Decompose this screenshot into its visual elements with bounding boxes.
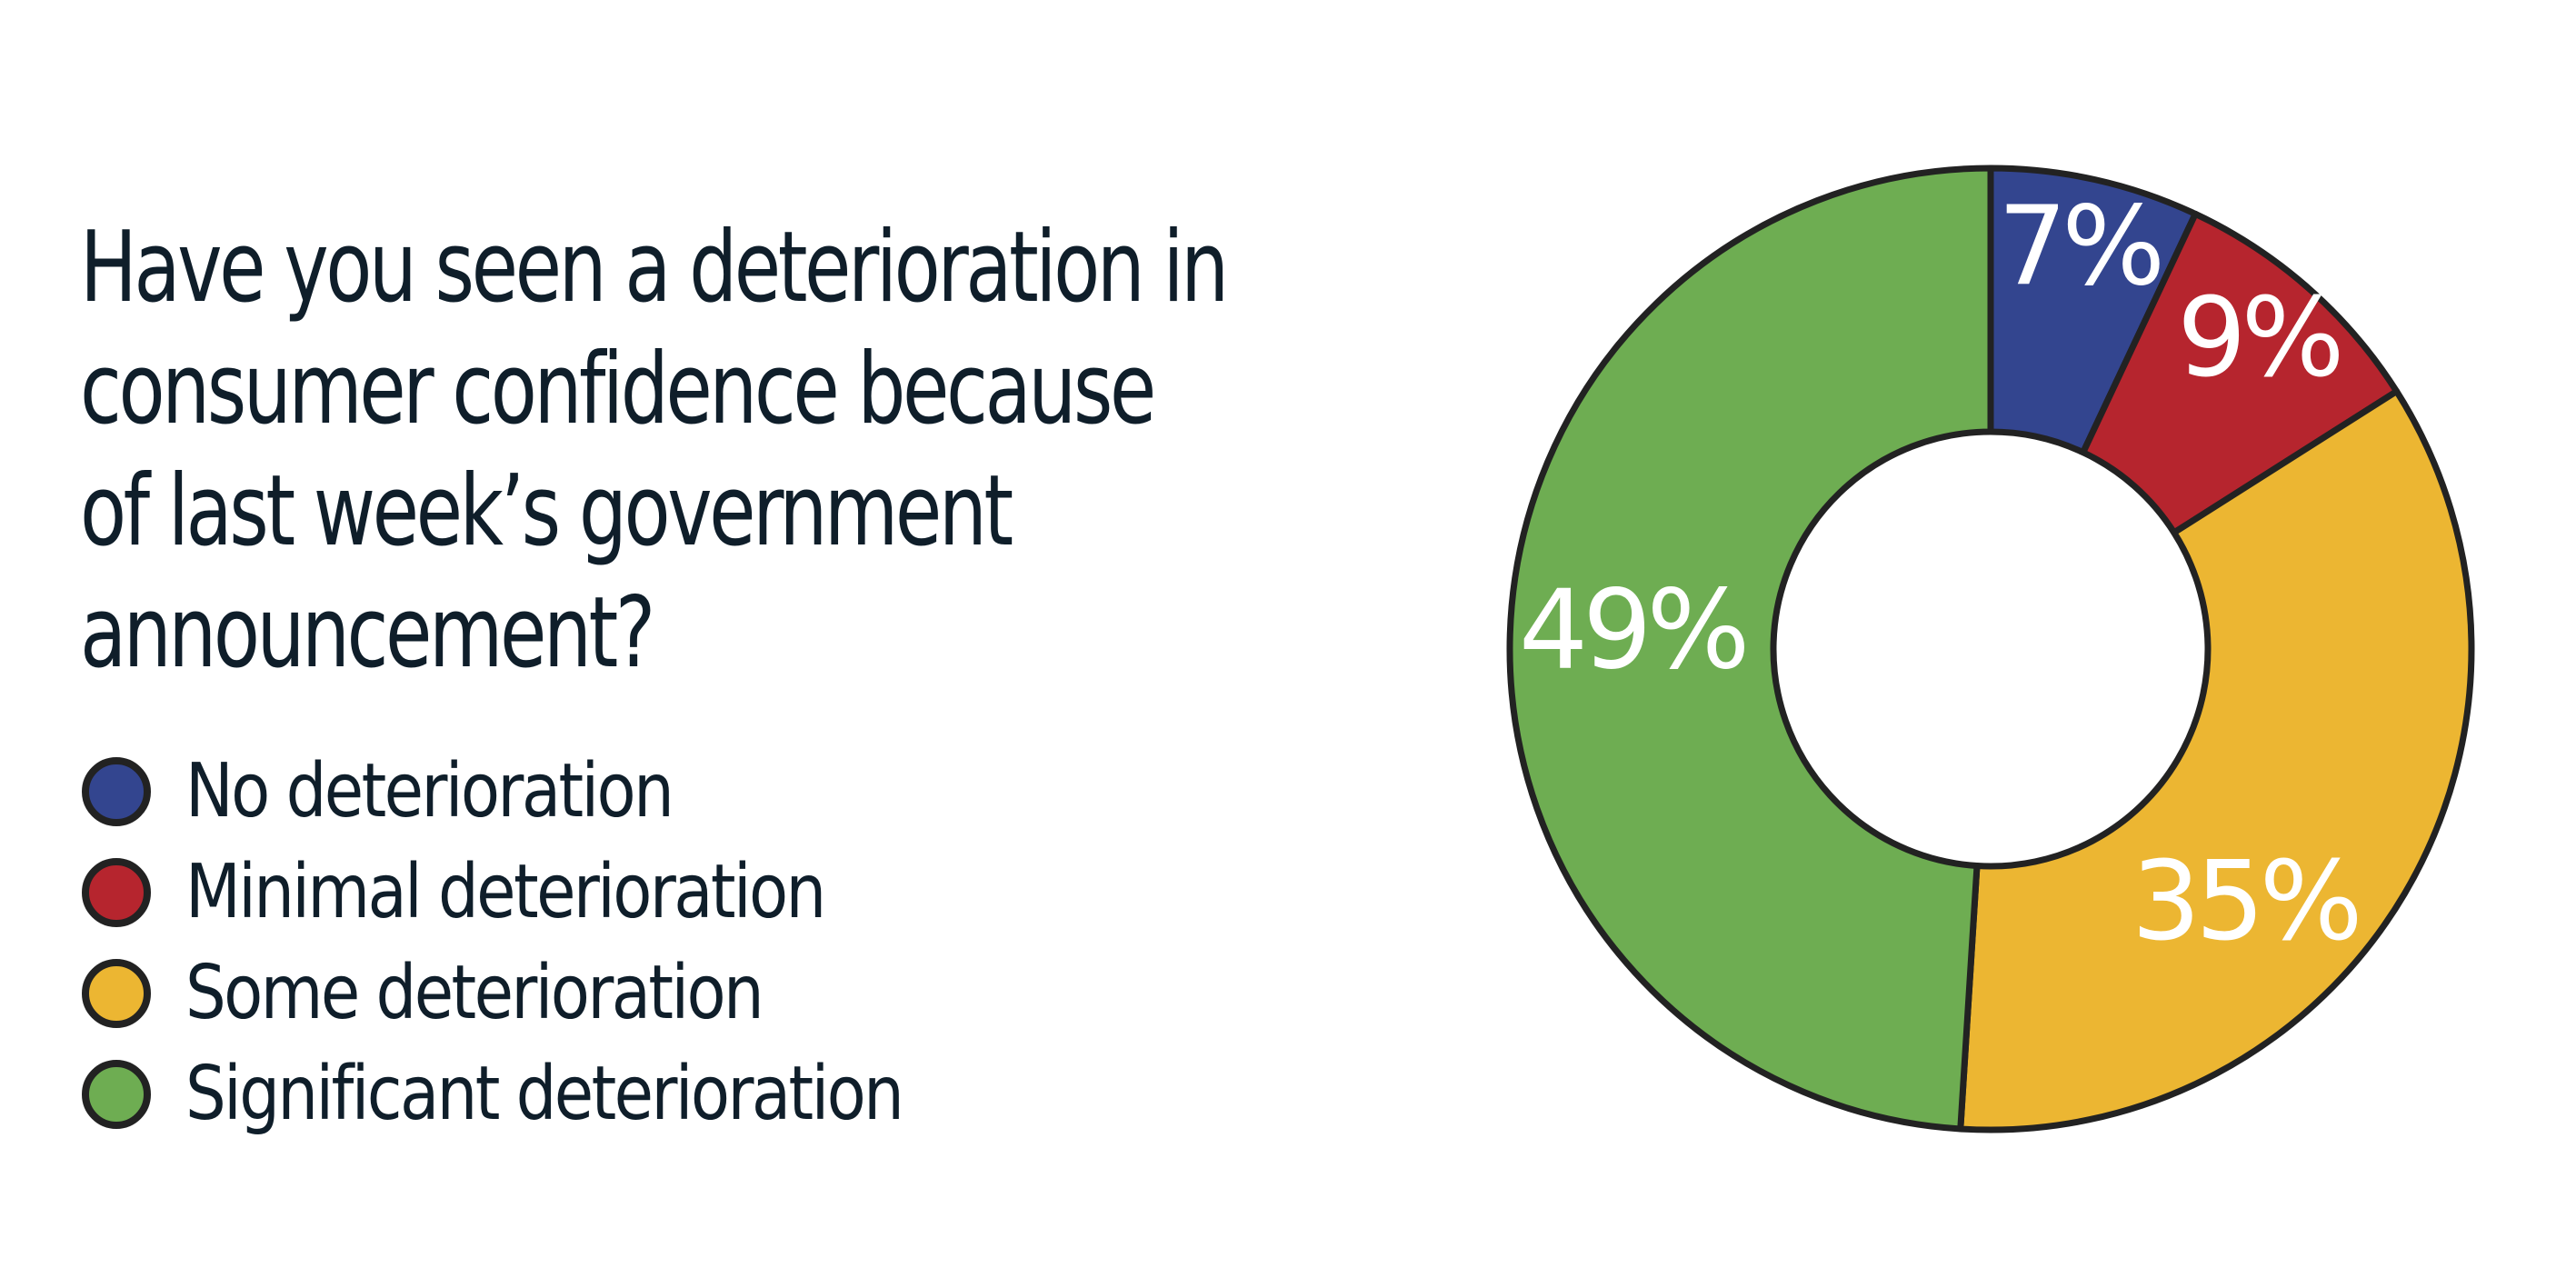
legend-label: Minimal deterioration: [185, 849, 826, 935]
donut-slice-minimal-deterioration: [2080, 210, 2401, 536]
title-line: of last week’s government: [80, 454, 1013, 568]
legend-label: Some deterioration: [185, 950, 764, 1036]
chart-legend: No deterioration Minimal deterioration S…: [82, 741, 1019, 1144]
slice-value-label: 49%: [1519, 567, 1745, 694]
slice-value-label: 35%: [2132, 839, 2358, 965]
title-line: announcement?: [80, 576, 655, 690]
legend-label: No deterioration: [185, 748, 674, 834]
legend-item-significant-deterioration: Significant deterioration: [82, 1043, 1019, 1144]
title-line: consumer confidence because: [80, 333, 1156, 446]
legend-item-some-deterioration: Some deterioration: [82, 943, 1019, 1043]
legend-swatch: [82, 756, 151, 826]
slice-value-label: 7%: [1998, 184, 2160, 310]
legend-item-no-deterioration: No deterioration: [82, 741, 1019, 842]
legend-swatch: [82, 1059, 151, 1129]
donut-slice-significant-deterioration: [1506, 165, 1994, 1133]
chart-title: Have you seen a deterioration in consume…: [80, 207, 1253, 694]
donut-slice-some-deterioration: [1957, 388, 2475, 1133]
slice-value-label: 9%: [2177, 275, 2339, 402]
title-line: Have you seen a deterioration in: [80, 211, 1229, 324]
legend-swatch: [82, 958, 151, 1028]
legend-swatch: [82, 857, 151, 927]
legend-label: Significant deterioration: [185, 1051, 904, 1137]
legend-item-minimal-deterioration: Minimal deterioration: [82, 842, 1019, 943]
